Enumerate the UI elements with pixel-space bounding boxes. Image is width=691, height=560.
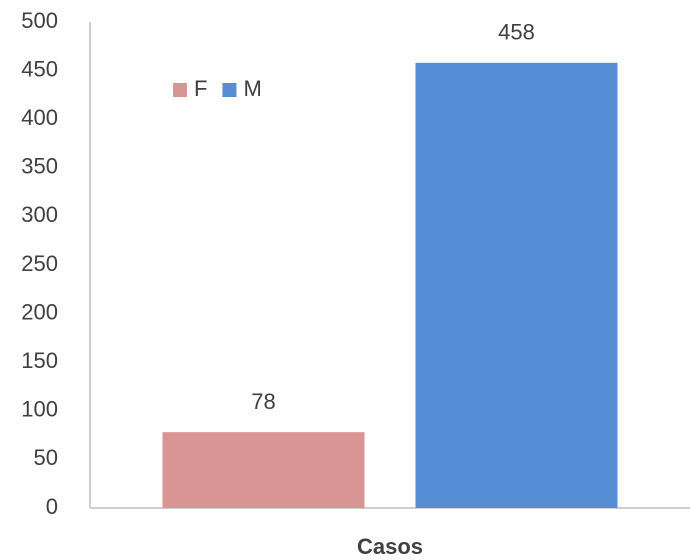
data-label: 78 [251, 389, 275, 414]
legend-swatch [173, 83, 187, 97]
bar [162, 432, 365, 508]
y-tick-label: 300 [21, 202, 58, 227]
x-tick-label: Casos [357, 534, 423, 559]
y-tick-label: 500 [21, 8, 58, 33]
legend-swatch [222, 83, 237, 97]
y-tick-label: 200 [21, 299, 58, 324]
legend-label: F [194, 76, 207, 101]
data-label: 458 [498, 20, 535, 45]
y-tick-label: 50 [34, 445, 58, 470]
y-tick-label: 400 [21, 105, 58, 130]
legend-label: M [243, 76, 261, 101]
y-tick-label: 150 [21, 348, 58, 373]
bar [415, 62, 618, 508]
y-tick-label: 450 [21, 56, 58, 81]
y-tick-label: 100 [21, 397, 58, 422]
y-tick-label: 250 [21, 251, 58, 276]
y-tick-label: 350 [21, 154, 58, 179]
y-tick-label: 0 [46, 494, 58, 519]
